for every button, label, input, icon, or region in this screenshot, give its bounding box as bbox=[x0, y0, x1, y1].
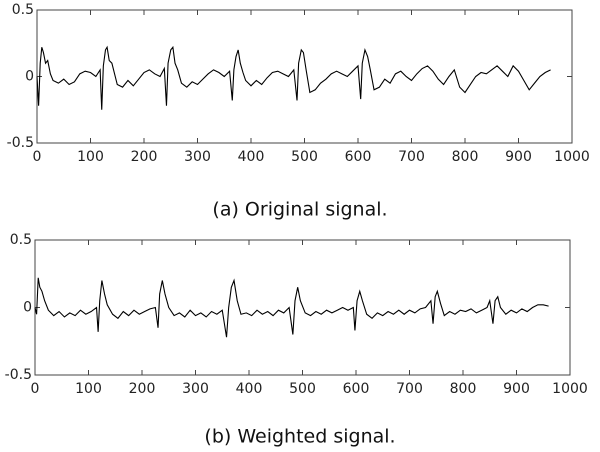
signal-line bbox=[34, 277, 549, 338]
y-tick-label: 0.5 bbox=[12, 2, 34, 18]
x-tick-label: 300 bbox=[182, 381, 209, 397]
x-tick-label: 400 bbox=[236, 381, 263, 397]
x-tick-label: 1000 bbox=[554, 149, 590, 165]
x-tick-label: 800 bbox=[450, 381, 477, 397]
x-tick-label: 600 bbox=[343, 381, 370, 397]
x-tick-label: 600 bbox=[345, 149, 372, 165]
x-tick-label: 1000 bbox=[552, 381, 588, 397]
x-tick-label: 500 bbox=[291, 149, 318, 165]
plot-frame bbox=[36, 9, 573, 144]
x-tick-label: 500 bbox=[289, 381, 316, 397]
x-tick-label: 900 bbox=[505, 149, 532, 165]
x-tick-label: 900 bbox=[503, 381, 530, 397]
signal-line bbox=[36, 45, 551, 110]
x-tick-label: 800 bbox=[452, 149, 479, 165]
y-tick-label: -0.5 bbox=[5, 367, 32, 383]
x-tick-label: 100 bbox=[75, 381, 102, 397]
y-tick-label: 0 bbox=[23, 300, 32, 316]
x-tick-label: 300 bbox=[184, 149, 211, 165]
caption: (a) Original signal. bbox=[212, 199, 387, 221]
y-tick-label: 0.5 bbox=[10, 232, 32, 248]
x-tick-label: 700 bbox=[396, 381, 423, 397]
x-tick-label: 0 bbox=[31, 381, 40, 397]
y-tick-label: 0 bbox=[25, 69, 34, 85]
x-tick-label: 200 bbox=[129, 381, 156, 397]
y-tick-label: -0.5 bbox=[7, 135, 34, 151]
x-tick-label: 0 bbox=[33, 149, 42, 165]
caption: (b) Weighted signal. bbox=[204, 426, 395, 448]
x-tick-label: 700 bbox=[398, 149, 425, 165]
x-tick-label: 400 bbox=[238, 149, 265, 165]
x-tick-label: 200 bbox=[131, 149, 158, 165]
x-tick-label: 100 bbox=[77, 149, 104, 165]
